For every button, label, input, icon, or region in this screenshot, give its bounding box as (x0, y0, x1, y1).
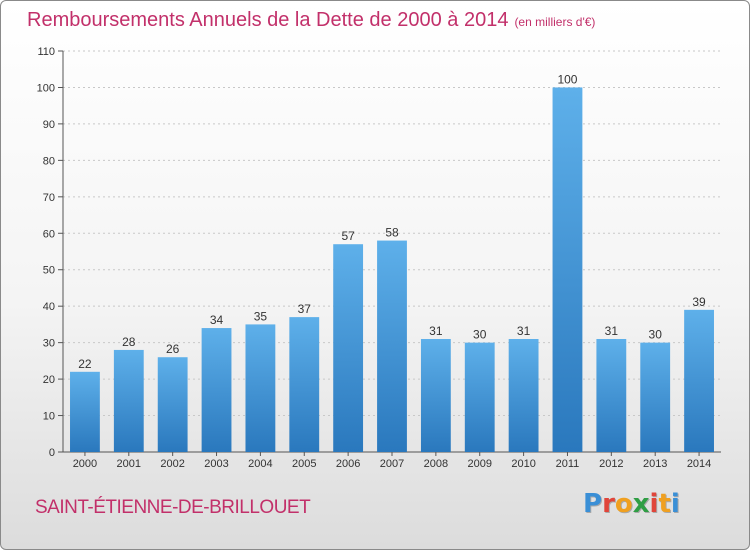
y-tick-label: 70 (43, 192, 55, 204)
y-tick-label: 30 (43, 338, 55, 350)
y-tick-label: 10 (43, 411, 55, 423)
logo-letter: x (632, 489, 650, 519)
x-tick-label: 2006 (336, 458, 360, 470)
logo-letter: r (602, 489, 615, 519)
bar-value-label: 31 (429, 324, 443, 338)
logo-letter: i (649, 489, 659, 519)
bar (420, 338, 451, 452)
bar (464, 342, 495, 452)
x-tick-label: 2003 (204, 458, 228, 470)
commune-name: SAINT-ÉTIENNE-DE-BRILLOUET (35, 497, 311, 518)
x-tick-label: 2009 (467, 458, 491, 470)
bar (245, 324, 276, 452)
bar (684, 309, 714, 452)
x-tick-label: 2013 (643, 458, 667, 470)
bar (596, 338, 627, 452)
x-tick-label: 2007 (380, 458, 404, 470)
y-tick-label: 0 (49, 447, 55, 459)
x-tick-label: 2012 (599, 458, 623, 470)
y-tick-label: 40 (43, 301, 55, 313)
bar (640, 342, 671, 452)
logo-letter: i (670, 489, 680, 519)
x-tick-label: 2004 (248, 458, 272, 470)
bar-value-label: 100 (557, 72, 577, 86)
bar-value-label: 31 (605, 324, 619, 338)
bar (377, 240, 407, 452)
logo-letter: t (658, 489, 671, 519)
bar (508, 338, 539, 452)
bar-value-label: 57 (341, 229, 355, 243)
y-tick-label: 90 (43, 119, 55, 131)
x-tick-label: 2005 (292, 458, 316, 470)
bar-value-label: 30 (473, 328, 487, 342)
logo-letter: P (583, 489, 603, 519)
y-tick-label: 110 (37, 46, 55, 58)
logo-letter: o (614, 489, 633, 519)
bar (70, 371, 100, 452)
bar-value-label: 31 (517, 324, 531, 338)
y-tick-label: 100 (37, 82, 55, 94)
bar (201, 328, 232, 452)
bar-value-label: 22 (78, 357, 92, 371)
bar-value-label: 26 (166, 342, 180, 356)
y-tick-label: 20 (43, 374, 55, 386)
chart-title: Remboursements Annuels de la Dette de 20… (27, 9, 595, 32)
bar-value-label: 34 (210, 313, 224, 327)
x-tick-label: 2001 (117, 458, 141, 470)
bar (113, 349, 144, 452)
x-tick-label: 2010 (511, 458, 535, 470)
bar-value-label: 35 (254, 309, 268, 323)
chart-title-text: Remboursements Annuels de la Dette de 20… (27, 9, 509, 31)
proxiti-logo: Proxiti (583, 489, 680, 519)
bar (157, 357, 188, 452)
y-tick-label: 80 (43, 155, 55, 167)
x-tick-label: 2000 (73, 458, 97, 470)
x-tick-label: 2008 (424, 458, 448, 470)
bar (552, 87, 583, 453)
y-tick-label: 50 (43, 265, 55, 277)
x-tick-label: 2011 (556, 458, 580, 470)
bar (289, 317, 320, 452)
y-tick-label: 60 (43, 228, 55, 240)
bar-value-label: 37 (298, 302, 312, 316)
bar-value-label: 39 (692, 295, 706, 309)
chart-unit-label: (en milliers d'€) (514, 15, 596, 29)
bar-value-label: 58 (385, 226, 399, 240)
x-tick-label: 2014 (687, 458, 711, 470)
bar (333, 244, 364, 452)
bar-value-label: 30 (649, 328, 663, 342)
bar-value-label: 28 (122, 335, 136, 349)
x-tick-label: 2002 (160, 458, 184, 470)
